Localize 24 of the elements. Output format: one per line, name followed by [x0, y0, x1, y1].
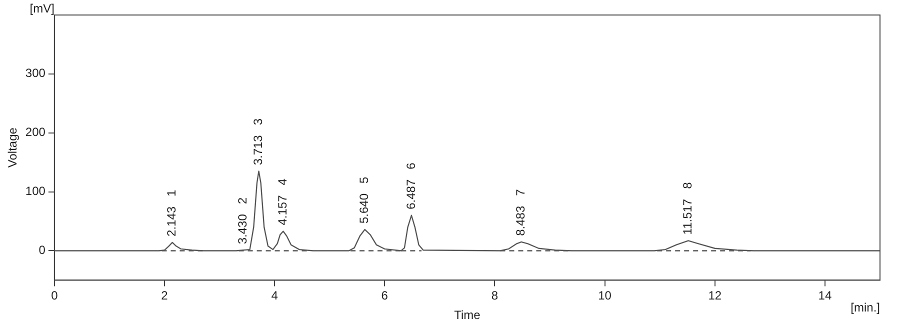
y-tick-label: 100: [25, 184, 46, 198]
y-tick-label: 0: [38, 243, 46, 258]
x-tick-label: 0: [51, 288, 58, 303]
x-tick-label: 14: [818, 288, 832, 303]
x-tick-label: 6: [381, 288, 388, 303]
text: [min.]: [850, 300, 880, 315]
x-tick-label: 8: [491, 288, 498, 303]
annotation: 6.487 6: [404, 162, 418, 210]
annotation: 8.483 7: [514, 188, 528, 236]
annotation: 11.517 8: [680, 182, 695, 235]
x-tick-label: 12: [708, 288, 722, 303]
y-axis-title: Voltage: [6, 127, 20, 168]
annotation: 4.157 4: [276, 178, 290, 226]
annotation: [mV]: [30, 1, 54, 16]
x-axis-title: Time: [454, 308, 481, 322]
annotation: 3.713 3: [251, 118, 266, 166]
annotation: 5.640 5: [357, 176, 372, 224]
x-tick-label: 4: [271, 288, 278, 303]
x-tick-label: 10: [598, 288, 612, 303]
y-tick-label: 200: [25, 125, 46, 140]
annotation: 2.143 1: [164, 189, 179, 236]
annotation: 3.430 2: [236, 197, 250, 244]
x-tick-label: 2: [161, 288, 168, 303]
y-tick-label: 300: [25, 66, 46, 80]
